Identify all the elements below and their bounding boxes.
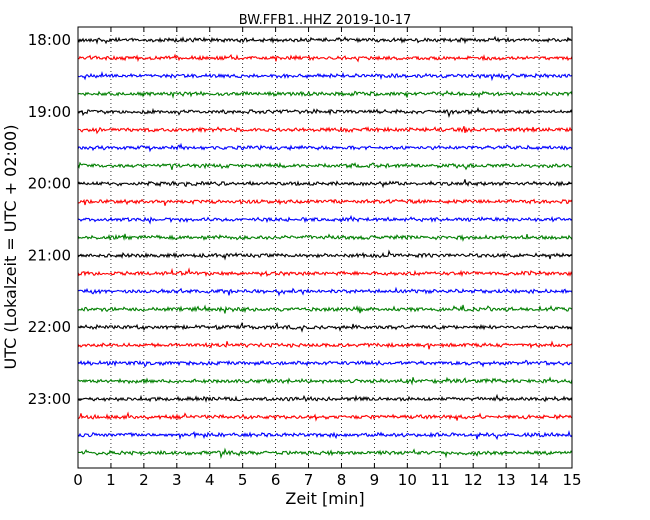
x-tick-label: 11 [431, 471, 450, 489]
trace-line [78, 377, 572, 383]
trace-line [78, 163, 572, 170]
trace-line [78, 288, 572, 295]
y-tick-label: 18:00 [28, 31, 71, 49]
x-tick-label: 4 [205, 471, 215, 489]
x-tick-label: 1 [106, 471, 116, 489]
trace-line [78, 145, 572, 151]
x-axis-label: Zeit [min] [285, 489, 364, 508]
seismic-traces [78, 37, 572, 457]
trace-line [78, 37, 572, 43]
x-tick-label: 5 [238, 471, 248, 489]
trace-line [78, 341, 572, 349]
trace-line [78, 55, 572, 61]
trace-line [78, 251, 572, 259]
trace-line [78, 109, 572, 117]
x-tick-label: 3 [172, 471, 182, 489]
y-tick-label: 23:00 [28, 390, 71, 408]
x-tick-label: 13 [497, 471, 516, 489]
x-tick-label: 7 [304, 471, 314, 489]
trace-line [78, 323, 572, 331]
x-tick-label: 12 [464, 471, 483, 489]
y-tick-label: 20:00 [28, 175, 71, 193]
x-tick-label: 15 [562, 471, 581, 489]
trace-line [78, 73, 572, 79]
y-tick-label: 22:00 [28, 318, 71, 336]
x-tick-label: 2 [139, 471, 149, 489]
trace-line [78, 413, 572, 420]
trace-line [78, 269, 572, 275]
x-tick-label: 10 [398, 471, 417, 489]
trace-line [78, 395, 572, 401]
trace-line [78, 360, 572, 366]
x-tick-label: 6 [271, 471, 281, 489]
x-tick-label: 8 [337, 471, 347, 489]
y-tick-label: 21:00 [28, 246, 71, 264]
trace-line [78, 432, 572, 439]
x-axis-ticks: 0 1 2 3 4 5 6 7 8 9 10 11 12 13 14 15 [73, 27, 581, 489]
trace-line [78, 179, 572, 186]
x-tick-label: 14 [530, 471, 549, 489]
y-tick-label: 19:00 [28, 103, 71, 121]
x-tick-label: 0 [73, 471, 83, 489]
trace-line [78, 450, 572, 458]
chart-title: BW.FFB1..HHZ 2019-10-17 [239, 13, 412, 28]
trace-line [78, 126, 572, 133]
trace-line [78, 200, 572, 206]
trace-line [78, 216, 572, 222]
trace-line [78, 305, 572, 314]
trace-line [78, 234, 572, 240]
y-axis-label: UTC (Lokalzeit = UTC + 02:00) [1, 125, 20, 370]
x-tick-label: 9 [370, 471, 380, 489]
trace-line [78, 91, 572, 97]
